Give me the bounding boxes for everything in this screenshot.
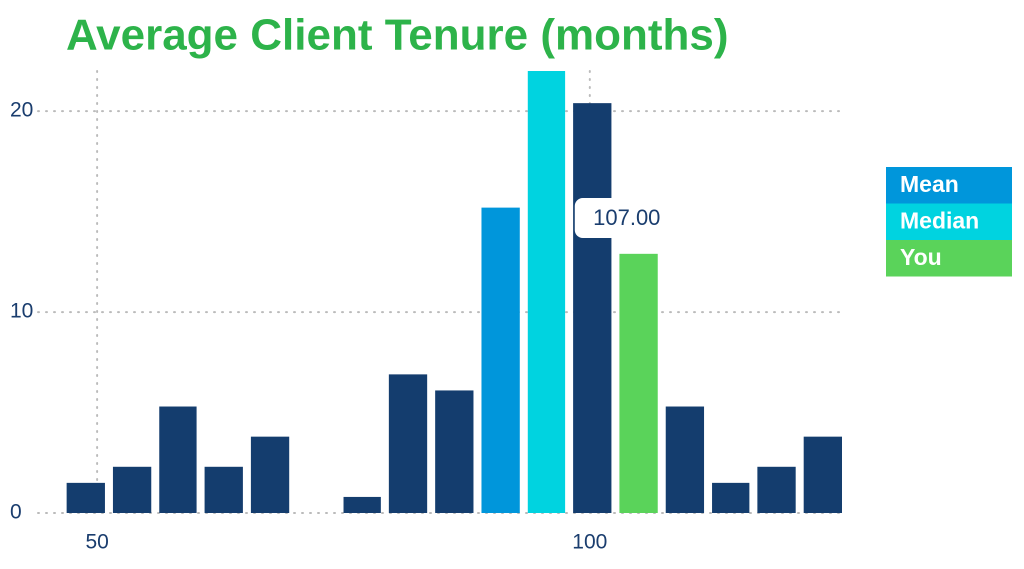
callout-box [574, 198, 679, 238]
y-tick-label: 20 [10, 99, 33, 122]
callout-label: 107.00 [593, 205, 660, 230]
bar [665, 406, 705, 513]
x-tick-label: 50 [85, 531, 108, 554]
legend-swatch [886, 203, 1012, 240]
legend-swatch [886, 167, 1012, 204]
bar [388, 374, 428, 513]
bar [112, 466, 152, 513]
bar [573, 103, 612, 514]
bar [66, 482, 105, 513]
bar [527, 71, 566, 513]
bar [803, 436, 842, 513]
legend-label: Median [900, 208, 979, 234]
bar [250, 436, 290, 513]
legend-swatch [886, 240, 1012, 277]
bar [619, 253, 658, 513]
y-tick-label: 10 [10, 300, 33, 323]
bar [343, 496, 381, 513]
bar [204, 466, 243, 513]
chart-title: Average Client Tenure (months) [66, 11, 729, 60]
bar [481, 207, 520, 514]
bar [757, 466, 796, 513]
y-tick-label: 0 [10, 501, 22, 524]
bar [159, 406, 197, 513]
legend-label: Mean [900, 171, 959, 197]
x-tick-label: 100 [572, 531, 607, 554]
bar [712, 482, 750, 513]
bar [435, 390, 474, 513]
legend-label: You [900, 244, 942, 270]
